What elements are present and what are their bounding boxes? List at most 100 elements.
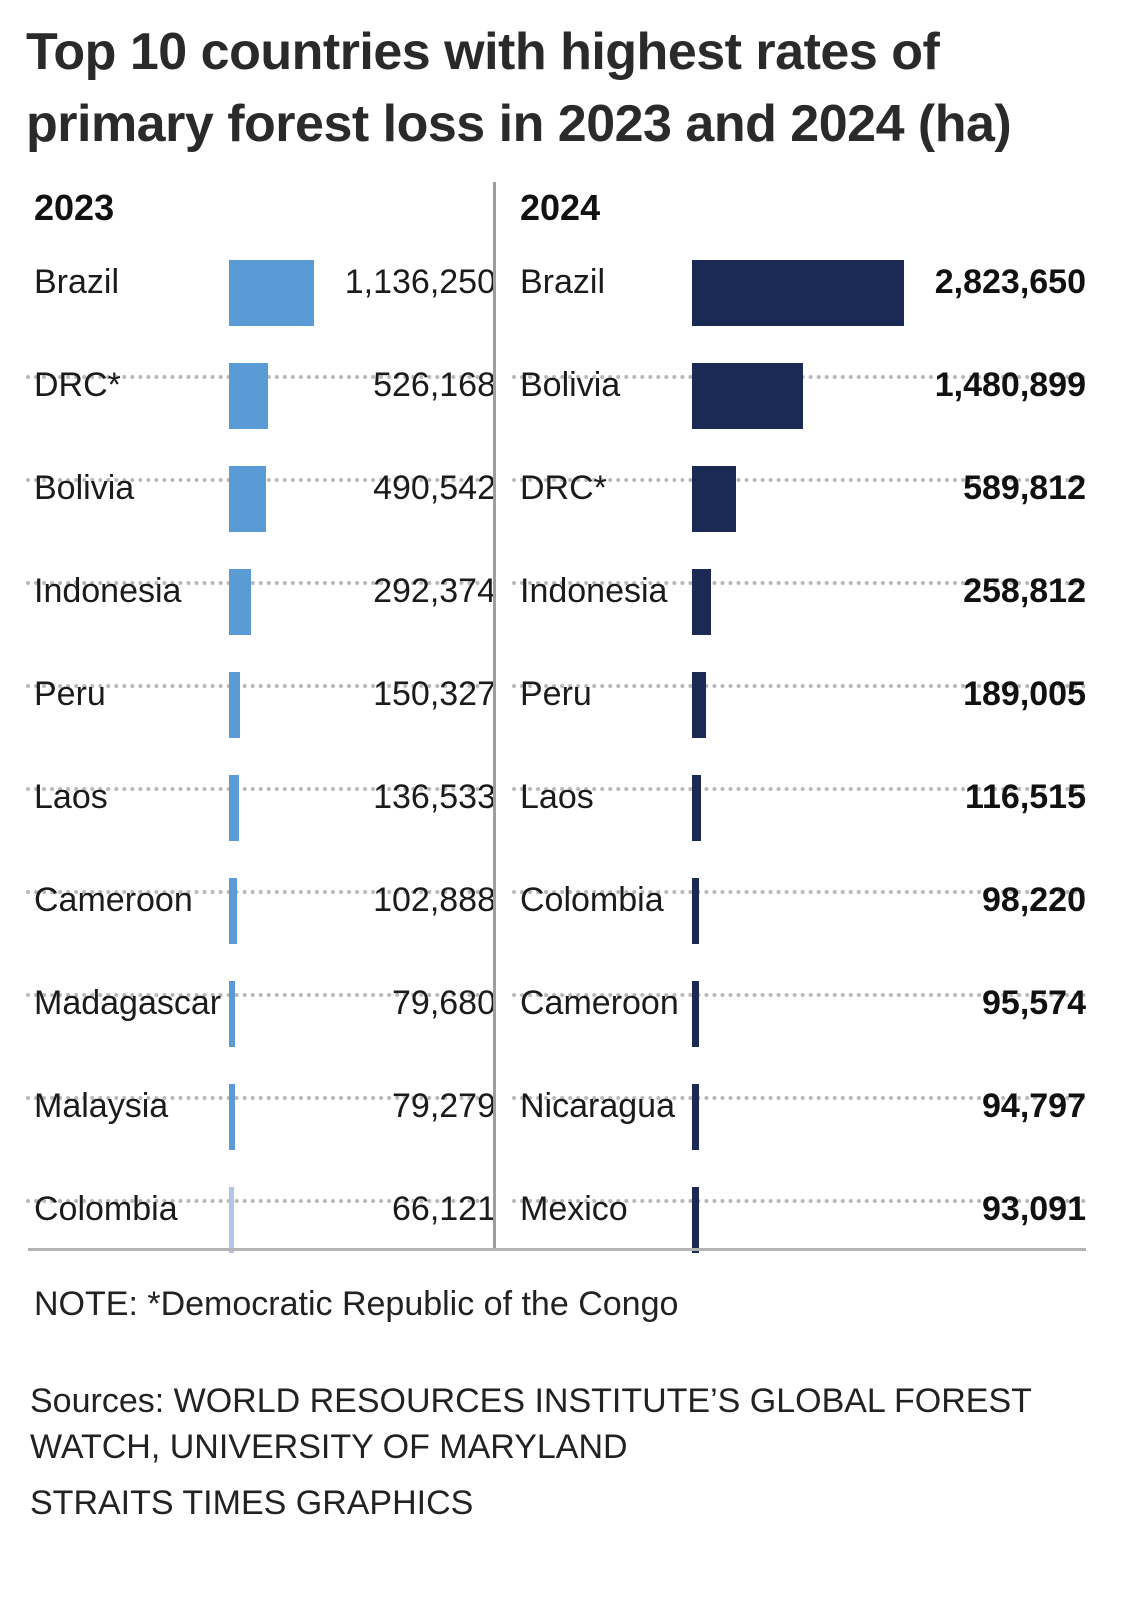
bar — [229, 981, 235, 1047]
footnote: NOTE: *Democratic Republic of the Congo — [34, 1285, 679, 1323]
value-label: 79,279 — [392, 1087, 496, 1125]
bar — [229, 1084, 235, 1150]
table-row: Malaysia 79,279 — [26, 1054, 496, 1203]
bar — [692, 775, 701, 841]
bar — [229, 672, 240, 738]
sources: Sources: WORLD RESOURCES INSTITUTE’S GLO… — [30, 1382, 1032, 1466]
bar — [692, 981, 699, 1047]
value-label: 102,888 — [373, 881, 496, 919]
value-label: 526,168 — [373, 366, 496, 404]
row-separator — [26, 581, 480, 585]
table-row: Madagascar 79,680 — [26, 951, 496, 1100]
row-separator — [26, 1096, 480, 1100]
table-row: Bolivia 1,480,899 — [512, 333, 1086, 482]
table-row: Cameroon 102,888 — [26, 848, 496, 997]
row-separator — [26, 684, 480, 688]
bottom-divider — [28, 1248, 1086, 1251]
row-separator — [512, 993, 1086, 997]
value-label: 292,374 — [373, 572, 496, 610]
country-label: Madagascar — [34, 984, 222, 1022]
table-row: Cameroon 95,574 — [512, 951, 1086, 1100]
country-label: DRC* — [34, 366, 121, 404]
value-label: 189,005 — [963, 675, 1086, 713]
row-separator — [26, 890, 480, 894]
country-label: Malaysia — [34, 1087, 169, 1125]
table-row: Indonesia 292,374 — [26, 539, 496, 688]
bar — [229, 363, 268, 429]
row-separator — [26, 993, 480, 997]
row-separator — [512, 890, 1086, 894]
table-row: Nicaragua 94,797 — [512, 1054, 1086, 1203]
table-row: Indonesia 258,812 — [512, 539, 1086, 688]
panel-2023: 2023 Brazil 1,136,250 DRC* 526,168 Bolivia 49… — [26, 180, 496, 1275]
country-label: Nicaragua — [520, 1087, 675, 1125]
bar — [692, 363, 803, 429]
row-separator — [512, 684, 1086, 688]
bar — [229, 775, 239, 841]
country-label: Laos — [520, 778, 594, 816]
year-heading-2024: 2024 — [520, 187, 601, 228]
row-separator — [26, 787, 480, 791]
bar — [229, 1187, 234, 1253]
country-label: Bolivia — [520, 366, 621, 404]
table-row: Brazil 1,136,250 — [26, 230, 496, 379]
vertical-divider — [493, 182, 496, 1250]
table-row: Laos 136,533 — [26, 745, 496, 894]
value-label: 79,680 — [392, 984, 496, 1022]
table-row: Peru 189,005 — [512, 642, 1086, 791]
value-label: 94,797 — [982, 1087, 1086, 1125]
country-label: DRC* — [520, 469, 607, 507]
table-row: DRC* 589,812 — [512, 436, 1086, 585]
bar — [692, 569, 711, 635]
row-separator — [512, 581, 1086, 585]
country-label: Cameroon — [34, 881, 193, 919]
bar — [692, 1187, 699, 1253]
country-label: Mexico — [520, 1190, 628, 1228]
table-row: Brazil 2,823,650 — [512, 230, 1086, 379]
bar — [692, 466, 736, 532]
value-label: 2,823,650 — [934, 263, 1086, 301]
bar — [229, 878, 237, 944]
credit: STRAITS TIMES GRAPHICS — [30, 1484, 474, 1522]
bar — [692, 260, 904, 326]
bar — [692, 878, 699, 944]
value-label: 98,220 — [982, 881, 1086, 919]
value-label: 95,574 — [982, 984, 1086, 1022]
table-row: Mexico 93,091 — [512, 1157, 1086, 1261]
value-label: 490,542 — [373, 469, 496, 507]
country-label: Indonesia — [520, 572, 668, 610]
row-separator — [512, 1096, 1086, 1100]
value-label: 1,136,250 — [344, 263, 496, 301]
year-heading-2023: 2023 — [34, 187, 115, 228]
country-label: Brazil — [520, 263, 606, 301]
row-separator — [512, 478, 1086, 482]
value-label: 1,480,899 — [934, 366, 1086, 404]
country-label: Laos — [34, 778, 108, 816]
country-label: Bolivia — [34, 469, 135, 507]
bar — [692, 672, 706, 738]
country-label: Peru — [520, 675, 592, 713]
value-label: 66,121 — [392, 1190, 496, 1228]
table-row: Colombia 98,220 — [512, 848, 1086, 997]
value-label: 136,533 — [373, 778, 496, 816]
panel-2024: 2024 Brazil 2,823,650 Bolivia 1,480,899 DRC*… — [512, 180, 1116, 1275]
table-row: Peru 150,327 — [26, 642, 496, 791]
country-label: Peru — [34, 675, 106, 713]
country-label: Colombia — [34, 1190, 178, 1228]
table-row: Bolivia 490,542 — [26, 436, 496, 585]
row-separator — [26, 1199, 480, 1203]
value-label: 589,812 — [963, 469, 1086, 507]
chart-title: Top 10 countries with highest rates of p… — [26, 23, 1012, 153]
country-label: Indonesia — [34, 572, 182, 610]
row-separator — [512, 787, 1086, 791]
value-label: 116,515 — [964, 778, 1086, 816]
value-label: 150,327 — [373, 675, 496, 713]
country-label: Colombia — [520, 881, 664, 919]
country-label: Cameroon — [520, 984, 679, 1022]
bar — [229, 260, 314, 326]
value-label: 258,812 — [963, 572, 1086, 610]
bar — [692, 1084, 699, 1150]
row-separator — [512, 1199, 1086, 1203]
table-row: DRC* 526,168 — [26, 333, 496, 482]
bar — [229, 466, 266, 532]
